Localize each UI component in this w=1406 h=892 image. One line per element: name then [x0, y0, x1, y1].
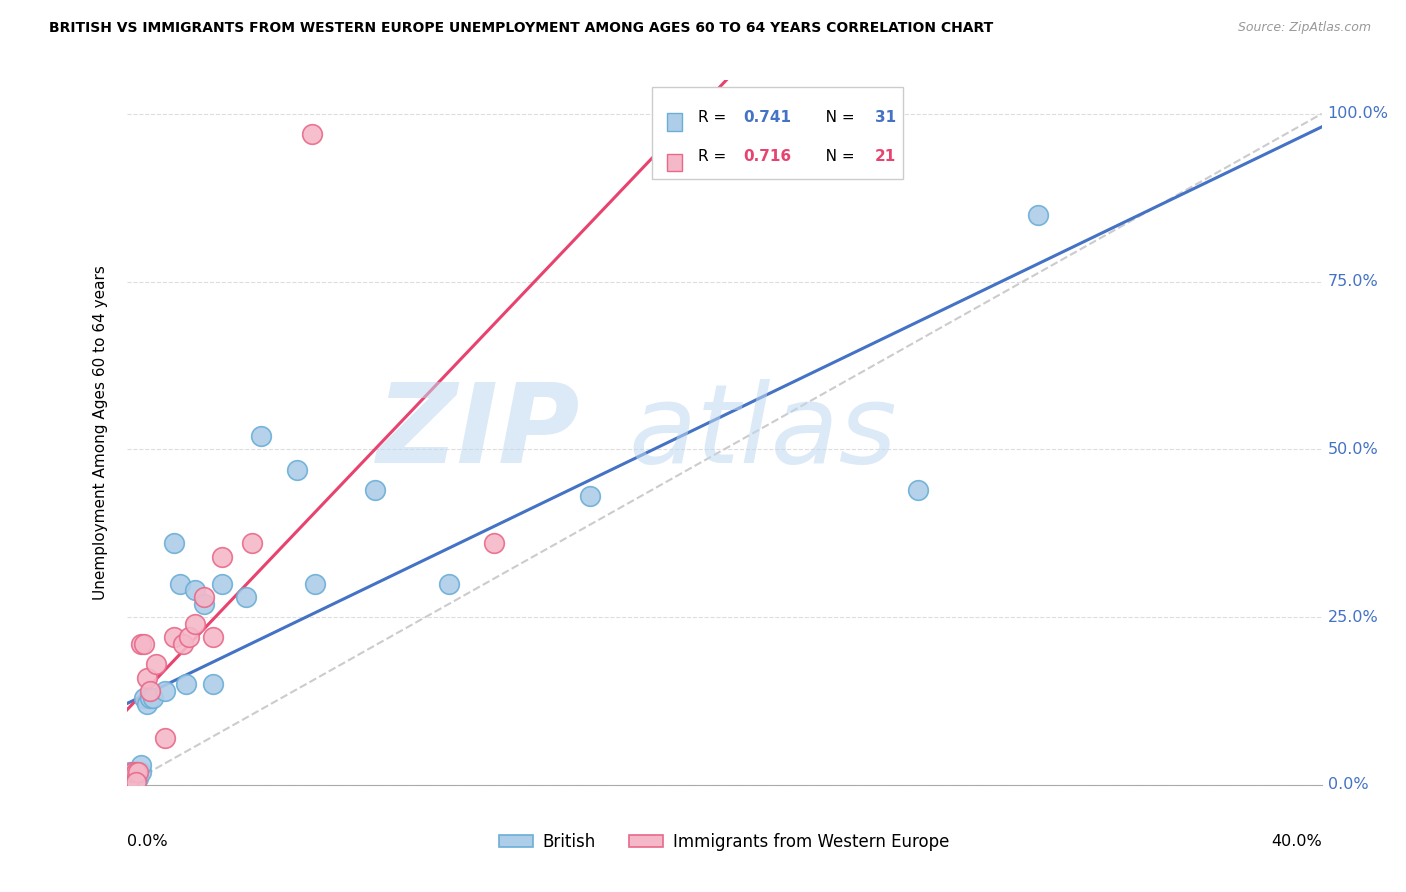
Text: Source: ZipAtlas.com: Source: ZipAtlas.com — [1237, 21, 1371, 35]
Text: 0.716: 0.716 — [744, 149, 792, 163]
Point — [179, 630, 201, 644]
Text: N =: N = — [811, 110, 860, 125]
Point — [136, 698, 159, 712]
Point — [139, 684, 162, 698]
Point — [134, 690, 156, 705]
Text: 21: 21 — [875, 149, 896, 163]
Point — [127, 771, 149, 785]
FancyBboxPatch shape — [652, 87, 903, 179]
Text: atlas: atlas — [628, 379, 897, 486]
Point — [131, 637, 153, 651]
Point — [578, 489, 600, 503]
Point — [145, 657, 167, 672]
Point — [118, 764, 141, 779]
Point — [142, 690, 165, 705]
Point — [184, 583, 207, 598]
Text: 0.741: 0.741 — [744, 110, 792, 125]
Point — [240, 536, 263, 550]
Point — [211, 576, 233, 591]
Text: 0.0%: 0.0% — [127, 834, 167, 849]
Text: 31: 31 — [875, 110, 896, 125]
Point — [193, 590, 215, 604]
Point — [155, 731, 177, 745]
Text: 25.0%: 25.0% — [1327, 609, 1378, 624]
Y-axis label: Unemployment Among Ages 60 to 64 years: Unemployment Among Ages 60 to 64 years — [93, 265, 108, 600]
Point — [134, 637, 156, 651]
Bar — [666, 153, 682, 171]
Point — [250, 429, 273, 443]
Point — [127, 764, 149, 779]
Point — [121, 771, 143, 785]
Text: ZIP: ZIP — [377, 379, 581, 486]
Point — [124, 771, 146, 785]
Point — [131, 757, 153, 772]
Point — [202, 630, 225, 644]
Text: BRITISH VS IMMIGRANTS FROM WESTERN EUROPE UNEMPLOYMENT AMONG AGES 60 TO 64 YEARS: BRITISH VS IMMIGRANTS FROM WESTERN EUROP… — [49, 21, 994, 36]
Point — [193, 597, 215, 611]
Text: 100.0%: 100.0% — [1327, 106, 1389, 121]
Point — [172, 637, 194, 651]
Bar — [666, 113, 682, 131]
Point — [163, 536, 186, 550]
Point — [139, 690, 162, 705]
Point — [439, 576, 461, 591]
Point — [363, 483, 385, 497]
Point — [174, 677, 197, 691]
Text: R =: R = — [697, 110, 731, 125]
Point — [202, 677, 225, 691]
Point — [131, 764, 153, 779]
Point — [301, 127, 323, 141]
Point — [124, 764, 146, 779]
Legend: British, Immigrants from Western Europe: British, Immigrants from Western Europe — [492, 826, 956, 858]
Text: 75.0%: 75.0% — [1327, 274, 1378, 289]
Point — [118, 771, 141, 785]
Point — [1026, 207, 1049, 221]
Point — [163, 630, 186, 644]
Text: 0.0%: 0.0% — [1327, 778, 1368, 792]
Point — [304, 576, 326, 591]
Point — [184, 616, 207, 631]
Text: 50.0%: 50.0% — [1327, 442, 1378, 457]
Text: 40.0%: 40.0% — [1271, 834, 1322, 849]
Point — [136, 671, 159, 685]
Point — [235, 590, 257, 604]
Text: R =: R = — [697, 149, 731, 163]
Point — [169, 576, 191, 591]
Point — [124, 764, 146, 779]
Point — [118, 771, 141, 785]
Point — [121, 764, 143, 779]
Point — [121, 764, 143, 779]
Point — [482, 536, 505, 550]
Text: N =: N = — [811, 149, 860, 163]
Point — [127, 764, 149, 779]
Point — [124, 774, 146, 789]
Point — [285, 462, 308, 476]
Point — [155, 684, 177, 698]
Point — [907, 483, 929, 497]
Point — [211, 549, 233, 564]
